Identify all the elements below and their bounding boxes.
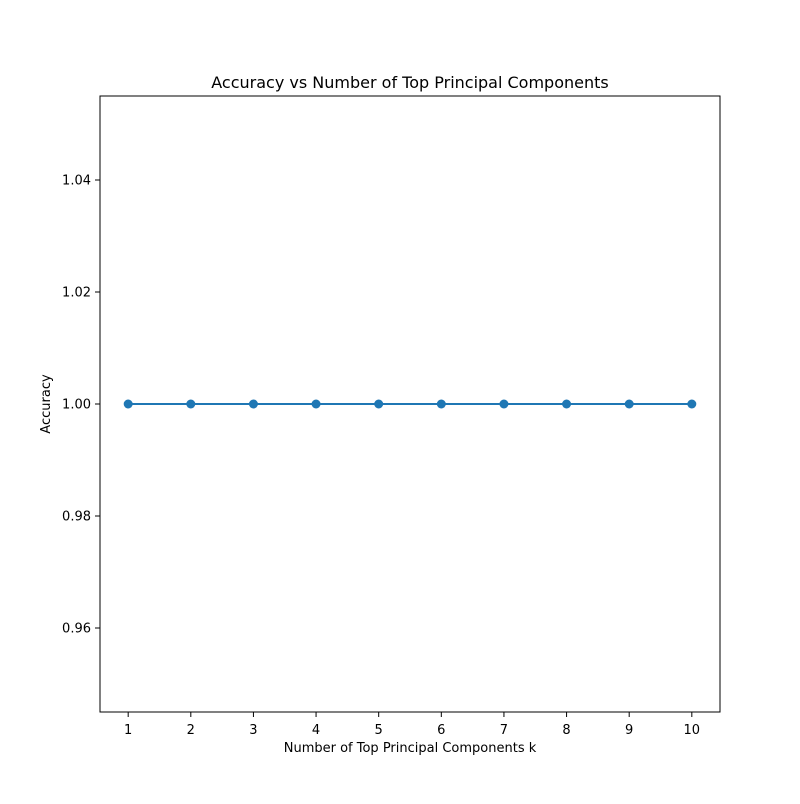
data-point [687,399,697,409]
x-tick-label: 2 [187,723,195,738]
series-layer [123,399,697,409]
x-tick-label: 3 [249,723,257,738]
x-axis-ticks: 1 2 3 4 5 6 7 8 9 10 [124,712,700,738]
x-tick-label: 9 [625,723,633,738]
data-point [374,399,384,409]
data-point [248,399,258,409]
y-tick-label: 1.00 [62,398,91,413]
y-tick-label: 1.04 [62,174,91,189]
y-tick-label: 1.02 [62,286,91,301]
x-tick-label: 4 [312,723,320,738]
x-tick-label: 7 [500,723,508,738]
x-axis-label: Number of Top Principal Components k [284,741,537,756]
chart-title: Accuracy vs Number of Top Principal Comp… [211,73,608,92]
y-axis-ticks: 0.96 0.98 1.00 1.02 1.04 [62,174,100,637]
x-tick-label: 1 [124,723,132,738]
data-point [499,399,509,409]
x-tick-label: 5 [375,723,383,738]
data-point [311,399,321,409]
data-point [624,399,634,409]
y-axis-label: Accuracy [39,374,54,434]
y-tick-label: 0.96 [62,622,91,637]
y-tick-label: 0.98 [62,510,91,525]
x-tick-label: 6 [437,723,445,738]
data-point [186,399,196,409]
data-point [436,399,446,409]
data-point [123,399,133,409]
data-point [562,399,572,409]
x-tick-label: 8 [562,723,570,738]
x-tick-label: 10 [684,723,701,738]
